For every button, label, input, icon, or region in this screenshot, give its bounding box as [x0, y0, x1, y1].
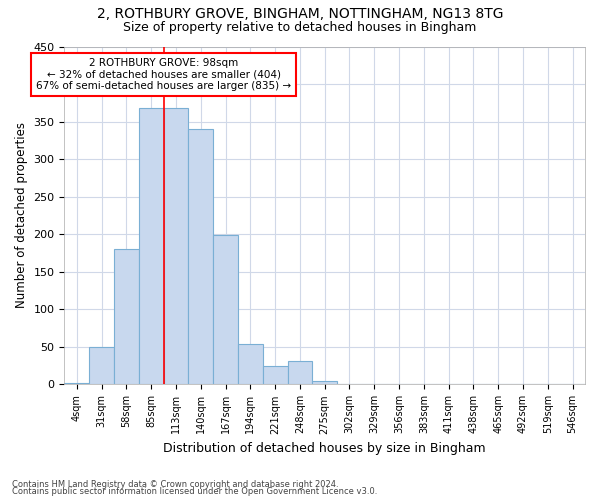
- Bar: [213, 235, 238, 384]
- Bar: [287, 361, 313, 384]
- Bar: [313, 380, 337, 384]
- Text: Contains HM Land Registry data © Crown copyright and database right 2024.: Contains HM Land Registry data © Crown c…: [12, 480, 338, 489]
- Y-axis label: Number of detached properties: Number of detached properties: [15, 122, 28, 308]
- Bar: [139, 108, 164, 384]
- Bar: [89, 347, 114, 385]
- Bar: [263, 366, 287, 384]
- Bar: [188, 129, 213, 384]
- Text: Contains public sector information licensed under the Open Government Licence v3: Contains public sector information licen…: [12, 487, 377, 496]
- Text: 2, ROTHBURY GROVE, BINGHAM, NOTTINGHAM, NG13 8TG: 2, ROTHBURY GROVE, BINGHAM, NOTTINGHAM, …: [97, 8, 503, 22]
- Bar: [164, 108, 188, 384]
- Text: 2 ROTHBURY GROVE: 98sqm
← 32% of detached houses are smaller (404)
67% of semi-d: 2 ROTHBURY GROVE: 98sqm ← 32% of detache…: [36, 58, 291, 91]
- X-axis label: Distribution of detached houses by size in Bingham: Distribution of detached houses by size …: [163, 442, 486, 455]
- Bar: [238, 344, 263, 385]
- Text: Size of property relative to detached houses in Bingham: Size of property relative to detached ho…: [124, 21, 476, 34]
- Bar: [114, 248, 139, 384]
- Bar: [64, 383, 89, 384]
